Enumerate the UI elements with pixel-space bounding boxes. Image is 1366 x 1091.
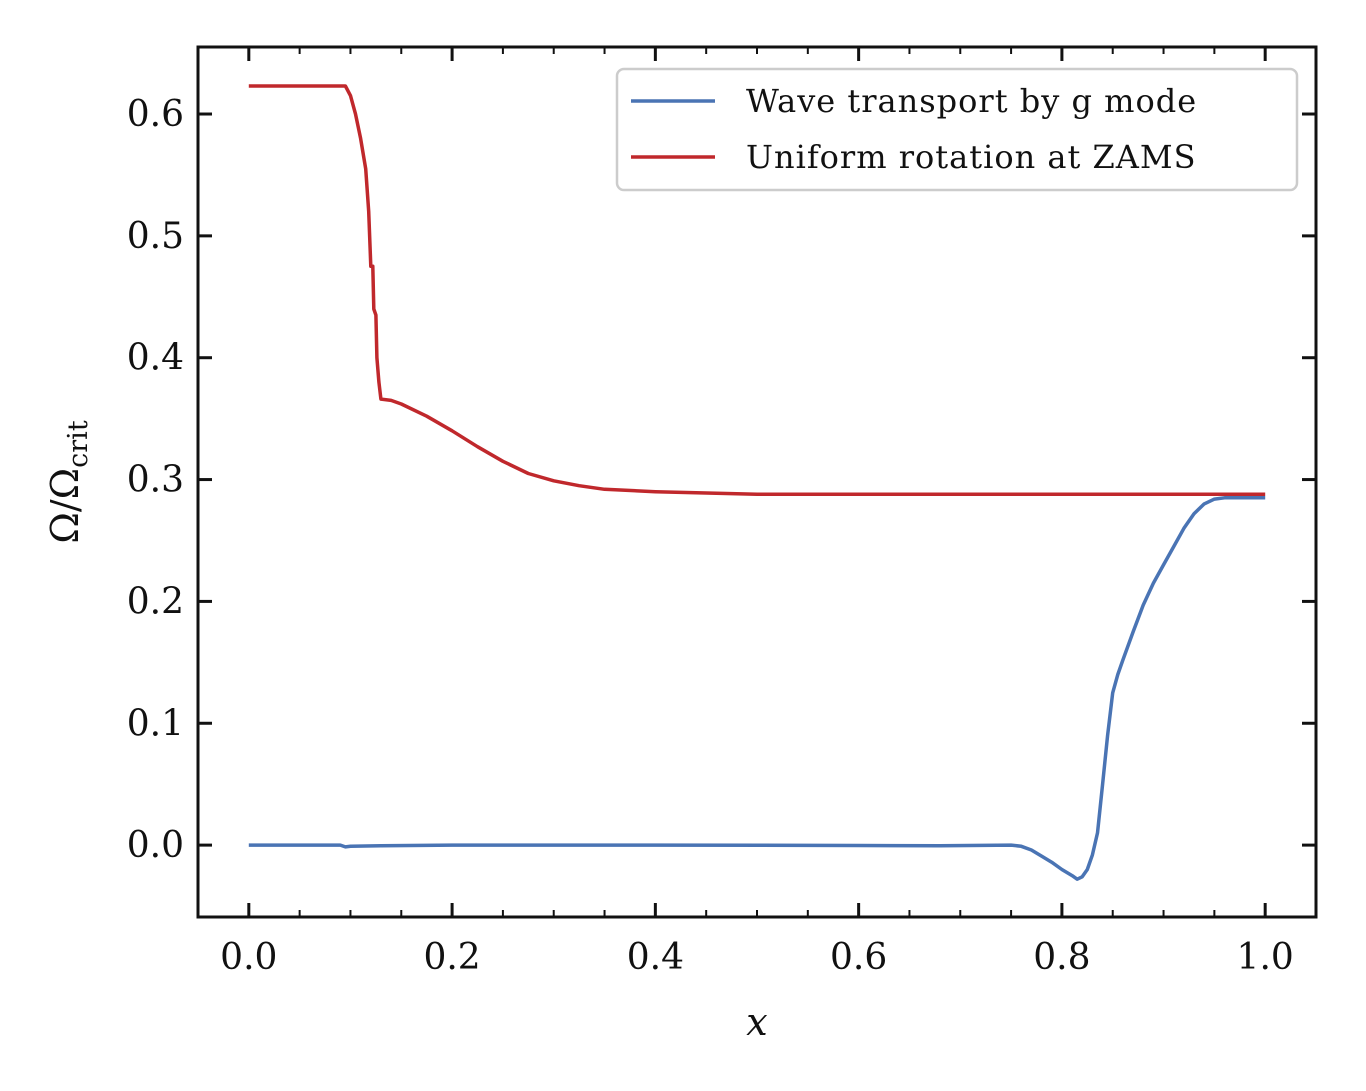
series-line-0	[248, 496, 1266, 881]
y-tick-label: 0.2	[127, 581, 184, 622]
x-axis-label: x	[746, 1000, 767, 1044]
x-tick-label: 0.4	[627, 937, 684, 978]
y-tick-label: 0.5	[127, 216, 184, 257]
legend: Wave transport by g mode Uniform rotatio…	[615, 67, 1299, 192]
ticks-layer: 0.0 0.2 0.4 0.6 0.8 1.0 0.0 0.1 0.2 0.3 0.4 0.5 0.6	[127, 47, 1316, 978]
x-tick-label: 0.6	[830, 937, 887, 978]
x-tick-label: 0.0	[220, 937, 277, 978]
y-axis-label-main: Ω/Ω	[43, 468, 87, 544]
y-axis-label: Ω/Ωcrit	[43, 420, 94, 543]
legend-label-uniform-rotation: Uniform rotation at ZAMS	[746, 138, 1197, 176]
y-tick-label: 0.3	[127, 460, 184, 501]
x-tick-label: 0.2	[423, 937, 480, 978]
series-line-1	[248, 84, 1266, 496]
legend-label-wave-transport: Wave transport by g mode	[746, 82, 1197, 120]
plot-frame	[196, 45, 1318, 919]
series-layer	[248, 84, 1266, 881]
y-tick-label: 0.0	[127, 825, 184, 866]
y-axis-label-subscript: crit	[63, 420, 94, 468]
x-tick-label: 1.0	[1237, 937, 1294, 978]
y-tick-label: 0.6	[127, 94, 184, 135]
x-tick-label: 0.8	[1033, 937, 1090, 978]
y-tick-label: 0.1	[127, 703, 184, 744]
legend-box	[615, 67, 1299, 192]
y-tick-label: 0.4	[127, 338, 184, 379]
